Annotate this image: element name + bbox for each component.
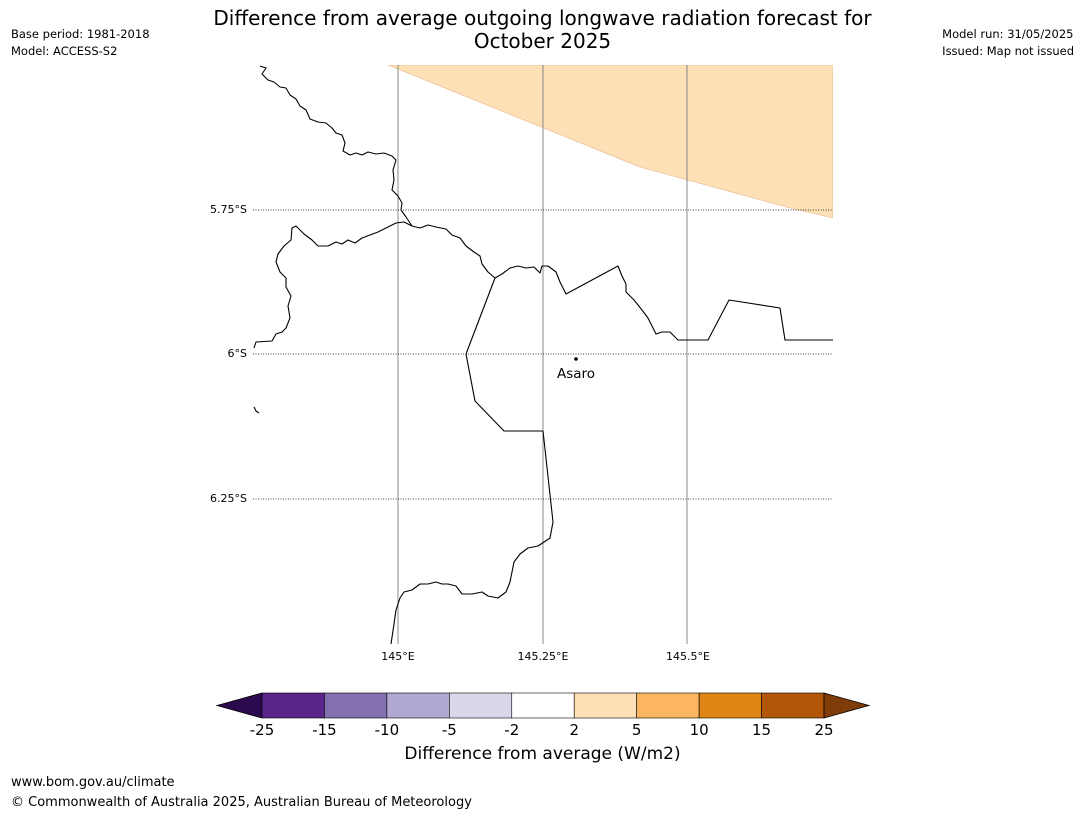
issued-text: Issued: Map not issued: [942, 44, 1074, 58]
colorbar-tick-label: -25: [250, 721, 275, 739]
lon-label-145-5e: 145.5°E: [666, 650, 710, 663]
colorbar-tick-label: -5: [442, 721, 457, 739]
boundary-north: [259, 65, 413, 227]
colorbar-segment: [698, 692, 762, 719]
base-period-text: Base period: 1981-2018: [11, 27, 150, 41]
asaro-marker: [574, 357, 578, 361]
colorbar-segment: [261, 692, 325, 719]
colorbar-segment: [761, 692, 825, 719]
boundary-fragment: [253, 406, 260, 414]
title-line-2: October 2025: [473, 29, 612, 53]
colorbar-tick-label: -10: [375, 721, 400, 739]
colorbar-tick-label: 25: [814, 721, 833, 739]
meta-left: Base period: 1981-2018 Model: ACCESS-S2: [11, 26, 150, 60]
colorbar-segment: [324, 692, 388, 719]
place-label-asaro: Asaro: [557, 366, 595, 382]
lon-label-145e: 145°E: [381, 650, 414, 663]
colorbar-segment: [449, 692, 513, 719]
footer-url[interactable]: www.bom.gov.au/climate: [11, 775, 175, 790]
footer-copyright: © Commonwealth of Australia 2025, Austra…: [11, 795, 472, 810]
colorbar: -25 -15 -10 -5 -2 2 5 10 15 25: [215, 692, 871, 739]
map-plot-area: [253, 65, 833, 644]
map-title: Difference from average outgoing longwav…: [0, 7, 1085, 53]
colorbar-under-arrow: [215, 692, 263, 719]
colorbar-tick-label: 15: [752, 721, 771, 739]
colorbar-tick-label: -2: [504, 721, 519, 739]
boundary-west: [253, 221, 413, 349]
boundary-south: [390, 277, 554, 644]
colorbar-segments: [261, 692, 825, 719]
lon-label-145-25e: 145.25°E: [518, 650, 569, 663]
colorbar-tick-label: 10: [690, 721, 709, 739]
colorbar-segment: [573, 692, 637, 719]
colorbar-tick-label: -15: [312, 721, 337, 739]
model-run-text: Model run: 31/05/2025: [942, 27, 1074, 41]
lat-label-5-75s: 5.75°S: [210, 203, 247, 216]
colorbar-over-arrow: [823, 692, 871, 719]
title-line-1: Difference from average outgoing longwav…: [213, 6, 872, 30]
lat-label-6s: 6°S: [228, 347, 247, 360]
colorbar-label: Difference from average (W/m2): [404, 744, 681, 764]
colorbar-tick-labels: -25 -15 -10 -5 -2 2 5 10 15 25: [250, 721, 834, 739]
colorbar-segment: [511, 692, 575, 719]
lat-label-6-25s: 6.25°S: [210, 492, 247, 505]
model-text: Model: ACCESS-S2: [11, 44, 118, 58]
anomaly-region: [387, 65, 833, 219]
colorbar-segment: [636, 692, 700, 719]
boundary-east: [411, 224, 833, 341]
colorbar-segment: [386, 692, 450, 719]
meta-right: Model run: 31/05/2025 Issued: Map not is…: [942, 26, 1074, 60]
colorbar-tick-label: 2: [569, 721, 579, 739]
colorbar-tick-label: 5: [632, 721, 642, 739]
boundaries: [253, 65, 833, 644]
